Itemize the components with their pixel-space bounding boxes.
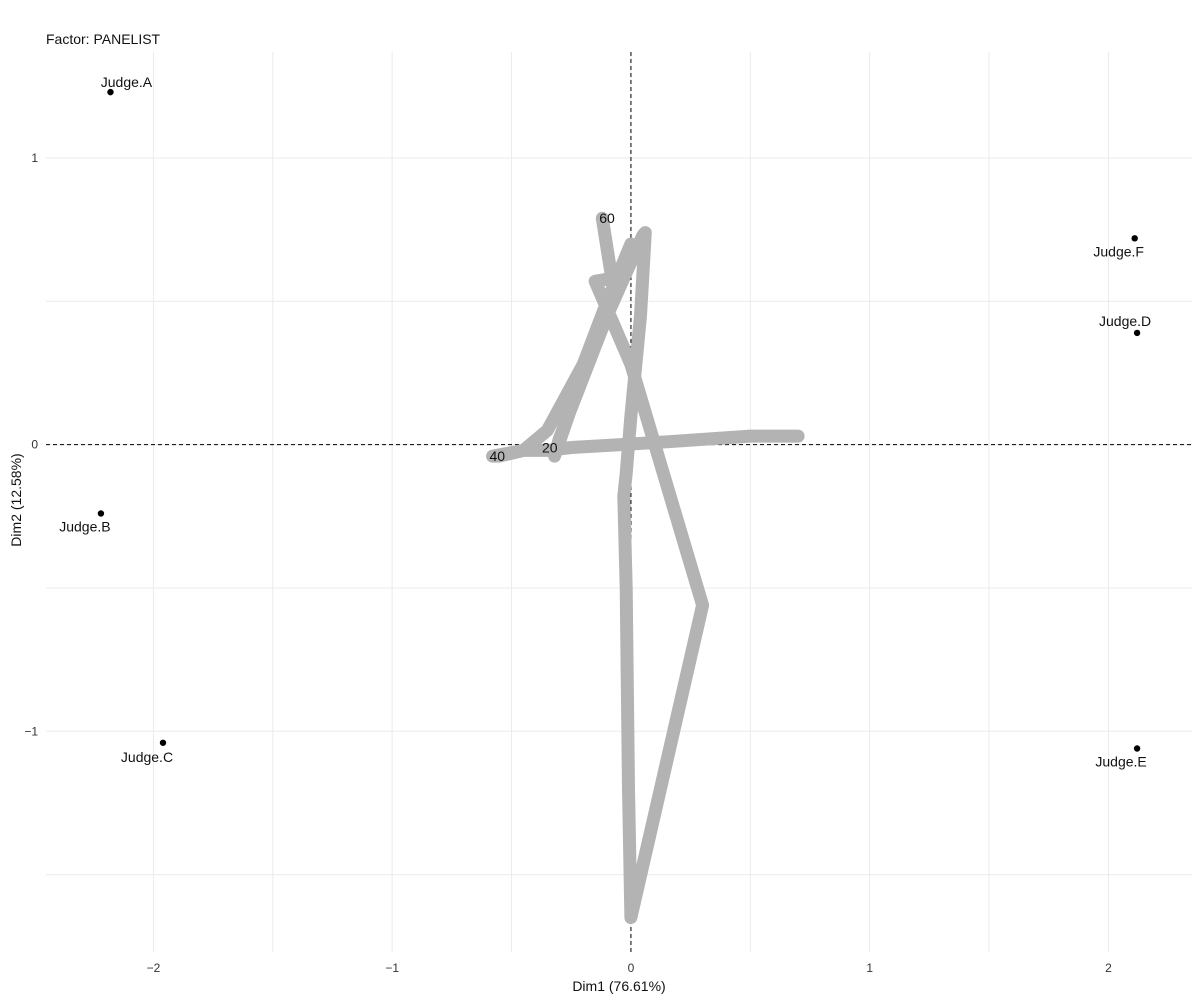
point-label: Judge.D [1099, 313, 1151, 329]
point-label: Judge.B [59, 518, 110, 534]
trajectory-label: 60 [599, 210, 615, 226]
trajectory-line [486, 211, 805, 925]
x-tick-label: −1 [385, 961, 399, 975]
y-tick-label: 0 [31, 438, 38, 452]
trajectory-label: 40 [489, 448, 505, 464]
trajectory-label: 20 [542, 440, 558, 456]
x-tick-label: 2 [1105, 961, 1112, 975]
trajectory-labels: 20 40 60 [489, 210, 615, 464]
point-label: Judge.E [1095, 753, 1146, 769]
point-judge-f [1131, 235, 1138, 242]
y-tick-label: −1 [24, 724, 38, 738]
tick-labels: −2 −1 0 1 2 −1 0 1 [24, 151, 1112, 975]
x-tick-label: 0 [628, 961, 635, 975]
point-judge-d [1133, 329, 1141, 337]
point-label: Judge.C [121, 749, 173, 765]
y-tick-label: 1 [31, 151, 38, 165]
y-axis-title: Dim2 (12.58%) [8, 453, 24, 546]
x-tick-label: −2 [147, 961, 161, 975]
chart-title: Factor: PANELIST [46, 31, 161, 47]
point-judge-e [1133, 745, 1141, 752]
point-judge-a [107, 88, 114, 96]
point-label: Judge.F [1093, 243, 1144, 259]
point-labels: Judge.A Judge.B Judge.C Judge.D Judge.E Judge… [59, 74, 1151, 769]
point-judge-c [159, 739, 167, 746]
trajectory-path [486, 211, 805, 925]
point-judge-b [97, 510, 105, 517]
x-axis-title: Dim1 (76.61%) [572, 978, 665, 994]
point-label: Judge.A [101, 74, 153, 90]
points [97, 88, 1141, 752]
x-tick-label: 1 [866, 961, 873, 975]
